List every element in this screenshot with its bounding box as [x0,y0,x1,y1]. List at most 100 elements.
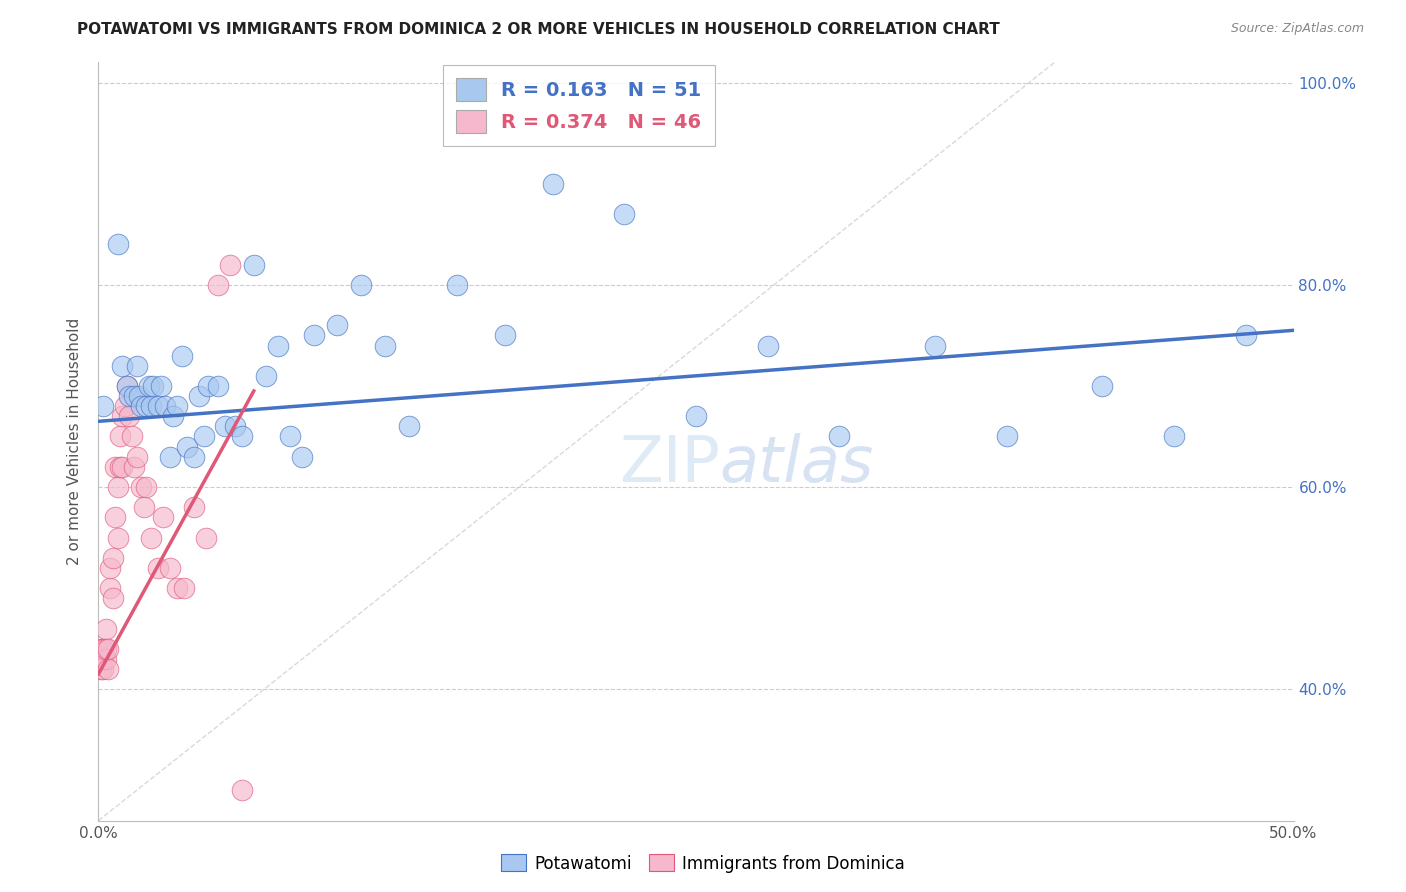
Point [108,429,131,443]
Point [924,338,946,352]
Point [139,531,162,545]
Point [107,237,129,252]
Point [159,450,181,464]
Point [90,652,112,666]
Point [91,652,114,666]
Point [350,277,373,292]
Point [135,399,157,413]
Point [159,561,181,575]
Point [94,641,117,656]
Point [1234,328,1257,343]
Point [224,419,246,434]
Point [115,379,138,393]
Y-axis label: 2 or more Vehicles in Household: 2 or more Vehicles in Household [67,318,83,566]
Point [613,207,636,221]
Point [131,480,153,494]
Point [173,581,195,595]
Point [243,258,266,272]
Point [115,379,138,393]
Point [90,641,112,656]
Point [128,389,150,403]
Point [149,379,172,393]
Point [121,429,143,443]
Point [446,277,468,292]
Point [111,409,134,424]
Point [172,349,194,363]
Point [98,561,122,575]
Point [166,399,188,413]
Point [398,419,420,434]
Point [91,399,114,413]
Point [101,550,124,565]
Point [685,409,707,424]
Point [1163,429,1185,443]
Point [302,328,325,343]
Point [118,409,141,424]
Point [995,429,1018,443]
Point [166,581,188,595]
Point [142,379,165,393]
Point [197,379,219,393]
Text: Source: ZipAtlas.com: Source: ZipAtlas.com [1230,22,1364,36]
Point [148,399,170,413]
Point [111,459,134,474]
Point [104,459,127,474]
Legend: R = 0.163   N = 51, R = 0.374   N = 46: R = 0.163 N = 51, R = 0.374 N = 46 [443,64,716,146]
Point [94,622,117,636]
Point [254,368,277,383]
Point [494,328,516,343]
Point [94,652,117,666]
Point [183,500,205,515]
Point [374,338,396,352]
Point [131,399,153,413]
Point [125,450,148,464]
Point [90,652,112,666]
Point [219,258,242,272]
Point [187,389,209,403]
Point [183,450,205,464]
Point [125,359,148,373]
Point [90,652,112,666]
Point [132,500,155,515]
Point [97,641,120,656]
Text: atlas: atlas [720,434,875,495]
Point [231,783,253,797]
Point [138,379,160,393]
Point [195,531,218,545]
Point [118,389,141,403]
Point [326,318,349,333]
Point [107,480,129,494]
Text: ZIP: ZIP [619,434,720,495]
Point [97,662,120,676]
Point [214,419,236,434]
Point [124,389,146,403]
Point [107,531,129,545]
Point [139,399,162,413]
Point [155,399,177,413]
Point [104,510,127,524]
Point [111,359,134,373]
Point [98,581,122,595]
Point [124,459,146,474]
Point [91,641,114,656]
Point [541,177,564,191]
Point [152,510,174,524]
Point [176,440,198,454]
Point [108,459,131,474]
Point [828,429,851,443]
Point [207,379,229,393]
Point [291,450,314,464]
Point [1091,379,1114,393]
Point [756,338,779,352]
Point [207,277,229,292]
Point [231,429,253,443]
Point [162,409,184,424]
Point [267,338,290,352]
Legend: Potawatomi, Immigrants from Dominica: Potawatomi, Immigrants from Dominica [495,847,911,880]
Point [135,480,157,494]
Point [278,429,301,443]
Point [101,591,124,606]
Point [114,399,136,413]
Point [91,662,114,676]
Point [90,662,112,676]
